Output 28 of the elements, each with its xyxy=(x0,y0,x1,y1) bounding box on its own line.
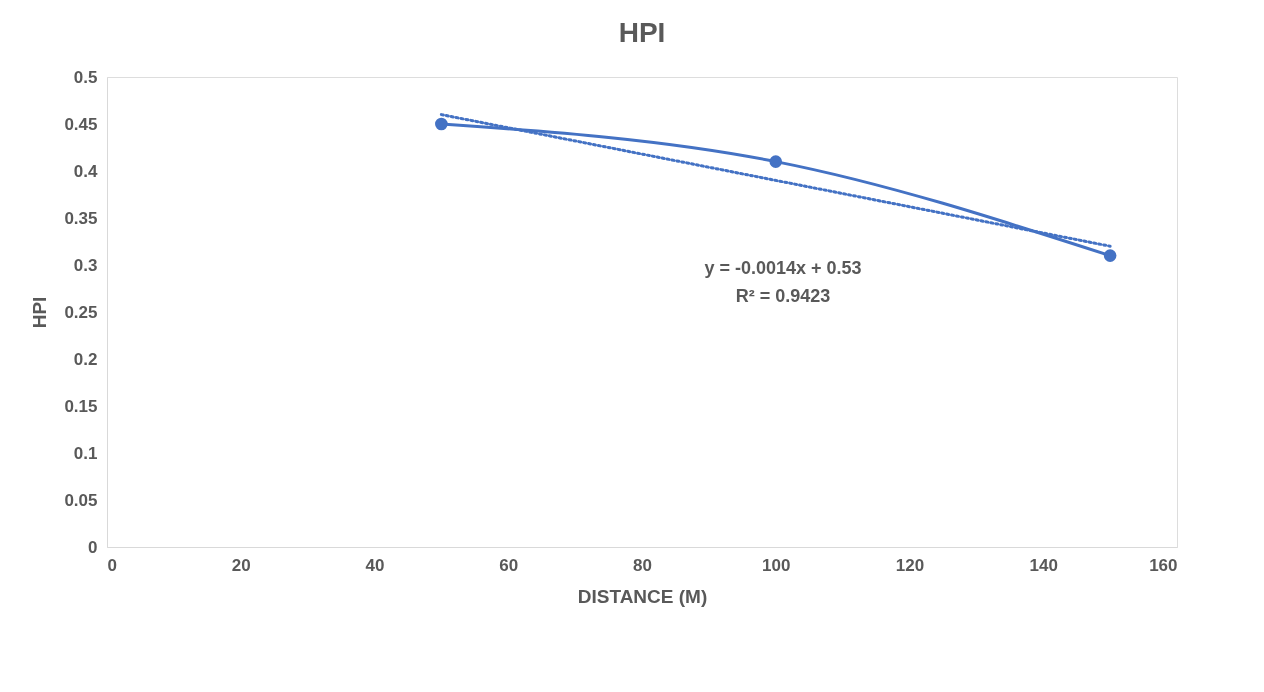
y-tick-label: 0.5 xyxy=(73,67,98,87)
annotation: R² = 0.9423 xyxy=(735,286,831,306)
x-tick-label: 120 xyxy=(895,555,925,575)
x-axis-title: DISTANCE (M) xyxy=(577,585,708,607)
y-tick-label: 0.1 xyxy=(73,443,98,463)
point xyxy=(1103,249,1117,262)
y-tick-label: 0.25 xyxy=(64,302,98,322)
y-axis-title: HPI xyxy=(29,296,51,329)
x-tick-label: 80 xyxy=(633,555,652,575)
x-tick-label: 100 xyxy=(762,555,791,575)
y-tick-label: 0.35 xyxy=(64,208,98,228)
annotation: y = -0.0014x + 0.53 xyxy=(704,258,862,278)
x-tick-label: 40 xyxy=(365,555,385,575)
x-tick-label: 60 xyxy=(499,555,519,575)
y-tick-label: 0.15 xyxy=(64,396,98,416)
y-tick-label: 0.2 xyxy=(73,349,98,369)
y-tick-label: 0 xyxy=(88,537,98,557)
point xyxy=(769,155,783,168)
point xyxy=(435,117,448,131)
y-tick-label: 0.4 xyxy=(73,161,99,181)
x-tick-label: 160 xyxy=(1149,555,1178,575)
y-tick-label: 0.3 xyxy=(73,255,98,275)
x-tick-label: 20 xyxy=(231,555,251,575)
x-tick-label: 0 xyxy=(107,555,117,575)
y-tick-label: 0.05 xyxy=(64,490,98,510)
y-tick-label: 0.45 xyxy=(64,114,98,134)
x-tick-label: 140 xyxy=(1029,555,1058,575)
chart-title: HPI xyxy=(618,17,666,48)
